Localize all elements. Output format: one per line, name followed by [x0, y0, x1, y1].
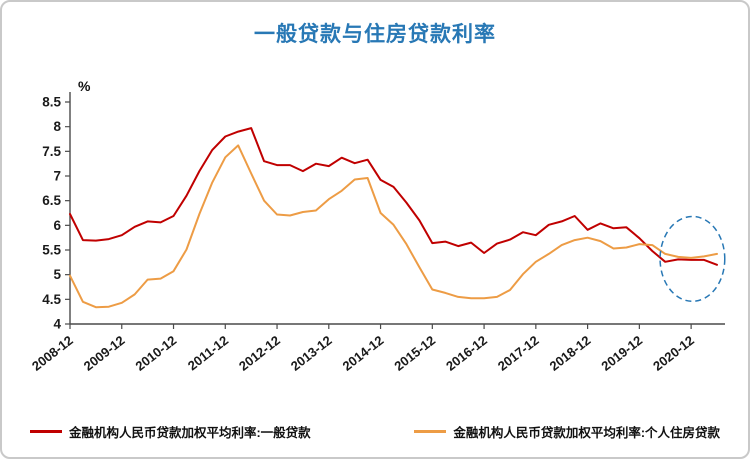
housing-loan-rate-line	[69, 144, 718, 309]
y-axis-tick-label: 5.5	[42, 243, 61, 258]
legend-item-housing-loan: 金融机构人民币贷款加权平均利率:个人住房贷款	[414, 422, 720, 441]
y-axis-tick-label: 7.5	[42, 144, 61, 159]
legend-label-housing-loan: 金融机构人民币贷款加权平均利率:个人住房贷款	[453, 426, 720, 440]
x-axis-tick-label: 2014-12	[340, 333, 387, 374]
x-axis-tick-label: 2016-12	[443, 333, 490, 374]
page-title: 一般贷款与住房贷款利率	[254, 23, 496, 46]
y-axis-tick-label: 6.5	[42, 193, 61, 208]
x-axis-tick-label: 2018-12	[547, 333, 594, 374]
legend-item-general-loan: 金融机构人民币贷款加权平均利率:一般贷款	[30, 422, 311, 441]
x-axis-tick-label: 2009-12	[81, 333, 128, 374]
y-axis-tick-label: 4.5	[42, 292, 61, 307]
chart-legend: 金融机构人民币贷款加权平均利率:一般贷款 金融机构人民币贷款加权平均利率:个人住…	[2, 422, 748, 441]
x-axis-tick-label: 2017-12	[495, 333, 542, 374]
general-loan-line-swatch	[30, 430, 62, 433]
x-axis-tick-label: 2008-12	[29, 333, 76, 374]
y-axis-tick-label: 6	[53, 218, 61, 233]
y-axis-tick-label: 8.5	[42, 95, 61, 110]
y-axis-tick-label: 5	[53, 267, 61, 282]
x-axis-tick-label: 2020-12	[650, 333, 697, 374]
y-axis-tick-label: 4	[53, 317, 61, 332]
x-axis-tick-label: 2013-12	[288, 333, 335, 374]
general-loan-rate-line	[69, 127, 718, 266]
rate-convergence-highlight-ellipse	[659, 215, 726, 303]
legend-label-general-loan: 金融机构人民币贷款加权平均利率:一般贷款	[69, 426, 311, 440]
y-axis-tick-label: 7	[53, 169, 61, 184]
housing-loan-line-swatch	[414, 430, 447, 433]
x-axis-tick-label: 2011-12	[185, 333, 231, 374]
x-axis-tick-label: 2015-12	[391, 333, 438, 374]
x-axis-tick-label: 2010-12	[133, 333, 180, 374]
y-axis-unit-label: %	[78, 78, 91, 94]
x-axis-tick-label: 2012-12	[236, 333, 283, 374]
y-axis-tick-label: 8	[53, 119, 61, 134]
x-axis-tick-label: 2019-12	[598, 333, 645, 374]
